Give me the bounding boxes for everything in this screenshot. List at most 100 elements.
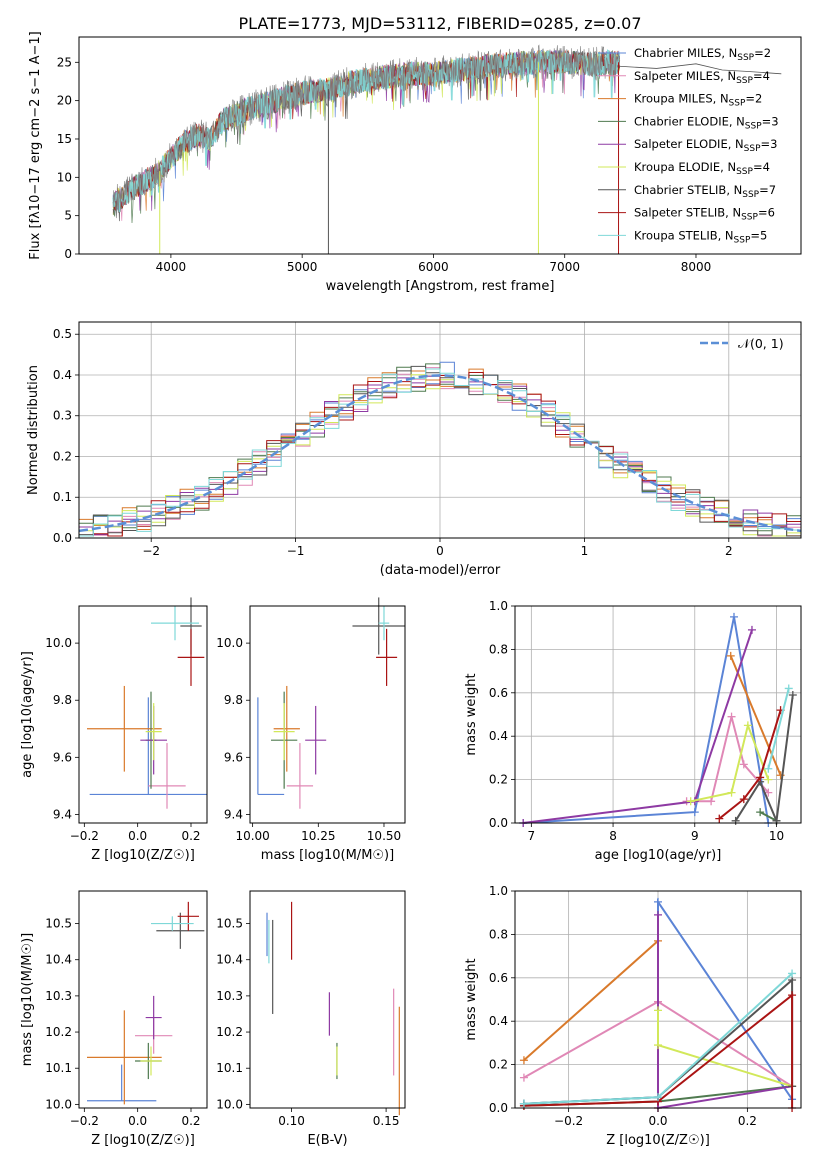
axes-frame	[249, 890, 406, 1109]
weight-series-salpeter-miles	[682, 712, 773, 806]
y-axis-label: Flux [fλ10−17 erg cm−2 s−1 A−1]	[28, 31, 43, 259]
y-tick-label: 25	[57, 55, 72, 69]
y-tick-label: 10.0	[216, 1097, 243, 1111]
weight-series-kroupa-stelib	[764, 684, 793, 773]
weight-marker	[747, 625, 756, 634]
y-tick-label: 10.0	[45, 636, 72, 650]
weight-series-kroupa-miles	[519, 936, 662, 1112]
weight-line	[759, 811, 777, 822]
x-tick-label: 0.2	[181, 829, 200, 843]
axes-frame	[514, 890, 802, 1109]
x-tick-label: −2	[142, 544, 160, 558]
plot-area	[519, 897, 797, 1112]
weight-marker	[690, 808, 699, 817]
weight-marker	[519, 1056, 528, 1065]
legend-entry: Kroupa ELODIE, NSSP=4	[634, 160, 770, 177]
plot-area	[519, 612, 797, 827]
errorbar-chabrier-miles	[87, 1064, 157, 1102]
legend-entry: Kroupa MILES, NSSP=2	[634, 92, 762, 109]
weight-marker	[654, 1041, 662, 1050]
weight-marker	[726, 651, 735, 660]
weight-marker	[654, 1093, 662, 1102]
y-tick-label: 0.6	[489, 686, 508, 700]
y-tick-label: 0.2	[489, 773, 508, 787]
x-tick-label: 1	[581, 544, 589, 558]
errorbar-kroupa-elodie	[140, 1046, 162, 1076]
errorbar-salpeter-miles	[148, 743, 186, 809]
legend-entry: Chabrier MILES, NSSP=2	[634, 46, 771, 63]
weight-series-kroupa-elodie	[686, 721, 773, 806]
x-tick-label: 9	[691, 829, 699, 843]
weight-line	[523, 616, 770, 824]
weight-marker	[764, 775, 773, 784]
model-spectrum-tail	[617, 63, 782, 75]
plot-area	[79, 361, 801, 537]
errorbar-chabrier-stelib	[352, 597, 405, 655]
weight-line	[523, 993, 794, 1108]
errorbar-salpeter-stelib	[376, 628, 398, 686]
errorbar-salpeter-stelib	[177, 628, 205, 686]
weight-series-kroupa-miles	[726, 651, 785, 780]
x-tick-label: 0	[436, 544, 444, 558]
y-tick-label: 1.0	[489, 884, 508, 898]
x-axis-label: E(B-V)	[307, 1133, 347, 1148]
weight-series-salpeter-stelib	[715, 706, 785, 823]
plot-area	[112, 44, 782, 254]
x-tick-label: 10	[769, 829, 784, 843]
x-tick-label: −0.2	[70, 1114, 99, 1128]
x-tick-label: 0.2	[738, 1114, 757, 1128]
panel-weight-vs-Z: −0.2 0.0 0.2 0.0 0.2 0.4 0.6 0.8 1.0 Z [log10(Z/Z…	[464, 884, 802, 1148]
x-tick-label: 6000	[418, 260, 449, 274]
weight-marker	[654, 897, 662, 906]
errorbar-kroupa-elodie	[145, 703, 162, 761]
weight-marker	[729, 612, 738, 621]
axes-frame	[78, 605, 208, 824]
y-tick-label: 0.0	[53, 531, 72, 545]
y-tick-label: 0.5	[53, 327, 72, 341]
errorbar-kroupa-stelib	[151, 916, 194, 931]
x-tick-label: 4000	[156, 260, 187, 274]
errorbar-kroupa-stelib	[378, 606, 390, 641]
x-tick-label: 10.25	[301, 829, 335, 843]
weight-line	[767, 688, 790, 770]
errorbar-chabrier-miles	[89, 697, 207, 796]
weight-marker	[654, 910, 662, 919]
weight-marker	[727, 788, 736, 797]
weight-marker	[743, 721, 752, 730]
y-tick-label: 0.6	[489, 971, 508, 985]
legend-entry: 𝒩(0, 1)	[738, 336, 784, 351]
y-tick-label: 9.8	[224, 693, 243, 707]
weight-marker	[756, 808, 765, 817]
plot-area	[257, 597, 405, 809]
plot-area	[87, 597, 207, 809]
y-tick-label: 5	[64, 209, 72, 223]
legend-entry: Chabrier STELIB, NSSP=7	[634, 183, 776, 200]
y-tick-label: 10.4	[216, 953, 243, 967]
y-tick-label: 9.8	[53, 693, 72, 707]
legend-entry: Salpeter ELODIE, NSSP=3	[634, 137, 777, 154]
y-tick-label: 0.1	[53, 490, 72, 504]
y-tick-label: 0.4	[489, 729, 508, 743]
x-tick-label: 10.00	[235, 829, 269, 843]
y-tick-label: 10.5	[216, 917, 243, 931]
panels: 4000 5000 6000 7000 80000510152025wavelength…	[20, 31, 802, 1148]
weight-marker	[788, 991, 797, 1000]
axes-frame	[78, 321, 802, 539]
y-axis-label: Normed distribution	[26, 365, 41, 495]
x-axis-label: (data-model)/error	[380, 563, 501, 578]
observed-spectrum	[112, 44, 621, 219]
y-tick-label: 10.4	[45, 953, 72, 967]
residual-histogram-kroupa-stelib	[79, 368, 801, 537]
plot-area	[87, 901, 205, 1105]
weight-marker	[756, 773, 765, 782]
x-tick-label: 2	[725, 544, 733, 558]
panel-age-vs-Z: −0.2 0.0 0.2 9.4 9.6 9.8 10.0 Z [log10(Z/Z☉)] ag…	[20, 597, 208, 863]
errorbar-salpeter-stelib	[177, 901, 199, 931]
weight-series-chabrier-stelib	[731, 690, 797, 825]
y-axis-label: mass weight	[464, 958, 479, 1040]
panel-residuals: −2 −1 0 1 2 0.0 0.1 0.2 0.3 0.4 0.5 (data-model)/er…	[26, 321, 802, 578]
errorbar-salpeter-miles	[286, 743, 314, 809]
weight-marker	[686, 797, 695, 806]
y-tick-label: 15	[57, 132, 72, 146]
y-tick-label: 9.4	[224, 807, 243, 821]
